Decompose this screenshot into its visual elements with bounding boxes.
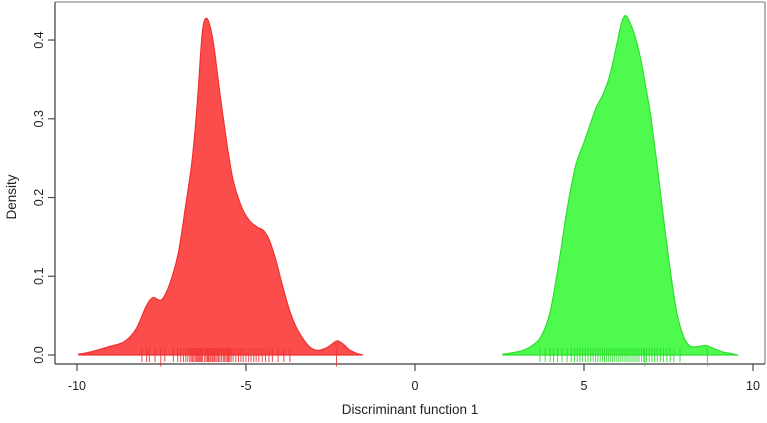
x-tick-label: 10: [746, 379, 760, 393]
y-tick-label: 0.1: [32, 268, 46, 285]
y-tick-label: 0.4: [32, 31, 46, 48]
x-tick-label: -5: [240, 379, 251, 393]
y-tick-label: 0.0: [32, 346, 46, 363]
group-2-density-rug: [539, 348, 708, 367]
y-axis: 0.0 0.1 0.2 0.3 0.4: [32, 31, 55, 364]
group-1-density-curve: [78, 17, 364, 356]
group-1-density-rug: [141, 348, 338, 367]
x-axis: -10 -5 0 5 10: [68, 364, 760, 393]
x-tick-label: 5: [581, 379, 588, 393]
y-tick-label: 0.2: [32, 189, 46, 206]
y-tick-label: 0.3: [32, 110, 46, 127]
group-2-density-group: [502, 15, 739, 367]
x-tick-label: 0: [412, 379, 419, 393]
y-axis-title: Density: [4, 174, 19, 219]
group-1-density-group: [78, 17, 364, 367]
x-tick-label: -10: [68, 379, 86, 393]
x-axis-title: Discriminant function 1: [342, 402, 479, 417]
group-2-density-curve: [502, 15, 739, 356]
